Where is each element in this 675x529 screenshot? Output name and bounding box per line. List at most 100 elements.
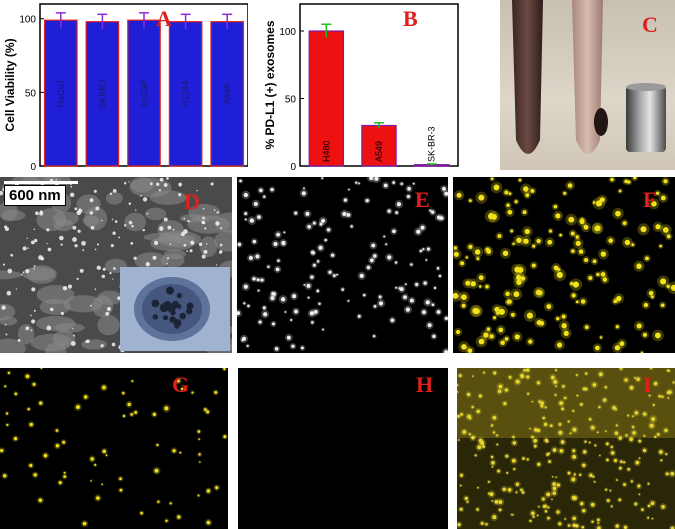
particle: [534, 428, 538, 432]
particle: [468, 244, 473, 250]
particle: [403, 295, 407, 300]
y-tick-label: 100: [19, 15, 36, 26]
sem-particle: [81, 240, 86, 246]
particle: [670, 284, 675, 291]
particle: [664, 428, 668, 432]
particle: [555, 213, 561, 219]
particle: [394, 261, 398, 264]
bar-category-label: SKBR3: [97, 79, 107, 109]
particle: [584, 325, 589, 330]
particle: [542, 416, 546, 420]
particle: [478, 338, 485, 345]
particle: [398, 287, 401, 290]
particle: [494, 499, 499, 504]
sem-particle: [112, 231, 116, 235]
particle: [122, 414, 126, 418]
particle: [508, 375, 512, 379]
particle: [560, 440, 565, 444]
particle: [496, 434, 499, 437]
sem-particle: [4, 323, 7, 326]
particle: [599, 372, 603, 377]
sem-blob: [0, 270, 22, 280]
particle: [55, 429, 59, 432]
particle: [653, 381, 658, 386]
particle: [572, 454, 577, 459]
particle: [571, 293, 576, 298]
particle: [247, 304, 250, 308]
particle: [303, 284, 306, 286]
particle: [583, 224, 589, 230]
particle: [479, 285, 482, 288]
particle: [387, 255, 392, 260]
particle: [666, 369, 669, 372]
sem-particle: [166, 262, 168, 265]
sem-particle: [142, 197, 148, 202]
particle: [530, 189, 535, 193]
particle: [176, 379, 180, 383]
particle: [442, 186, 446, 191]
particle: [259, 188, 263, 193]
particle: [537, 462, 541, 466]
particle: [597, 526, 601, 529]
particle: [246, 344, 249, 347]
sem-particle: [196, 189, 198, 192]
particle: [38, 498, 43, 503]
particle: [540, 401, 544, 406]
particle: [457, 414, 460, 418]
particle: [637, 484, 641, 488]
particle: [651, 201, 657, 207]
particle: [399, 287, 404, 292]
particle: [575, 374, 578, 377]
particle: [652, 403, 655, 406]
particle: [515, 491, 518, 494]
particle: [206, 520, 211, 525]
particle: [461, 294, 467, 301]
particle: [654, 435, 657, 438]
particle: [476, 257, 480, 261]
sem-particle: [128, 220, 133, 225]
sem-particle: [203, 249, 208, 254]
particle: [498, 500, 503, 505]
particle: [223, 435, 227, 439]
particle: [605, 488, 608, 491]
sem-particle: [33, 228, 36, 230]
sem-particle: [35, 211, 39, 216]
particle: [502, 250, 509, 257]
particle: [94, 463, 97, 466]
particle: [480, 521, 484, 525]
particle: [656, 432, 660, 436]
particle: [471, 405, 474, 409]
particle: [638, 457, 641, 459]
particle: [426, 247, 430, 251]
particle: [615, 408, 618, 411]
particle: [461, 344, 467, 350]
particle: [457, 391, 459, 393]
particle: [512, 514, 514, 516]
nanoparticle: [162, 315, 169, 321]
sem-particle: [202, 207, 205, 210]
particle: [283, 231, 286, 234]
sem-particle: [46, 242, 48, 245]
particle: [558, 423, 562, 426]
sem-particle: [111, 342, 116, 347]
particle: [197, 430, 201, 433]
sem-particle: [10, 253, 14, 257]
particle: [515, 482, 520, 486]
particle: [267, 265, 270, 268]
particle: [406, 194, 411, 199]
particle: [513, 468, 516, 471]
particle: [537, 428, 541, 433]
particle: [156, 443, 159, 447]
particle: [292, 294, 297, 299]
particle: [622, 461, 626, 464]
particle: [590, 425, 595, 430]
particle: [660, 303, 665, 308]
particle: [490, 455, 494, 459]
particle: [318, 245, 323, 250]
particle: [625, 434, 628, 437]
particle: [597, 522, 600, 524]
panel-label-e: E: [415, 187, 430, 212]
sem-particle: [70, 185, 73, 188]
sem-blob: [81, 339, 108, 350]
sem-particle: [105, 311, 110, 316]
